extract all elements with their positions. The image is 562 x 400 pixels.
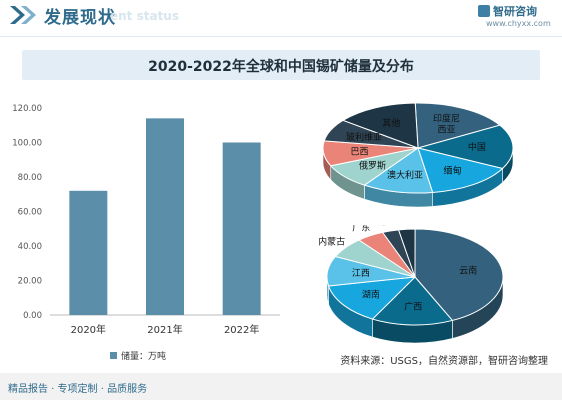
pie-slice [397, 228, 416, 278]
bar-chart: 0.00 20.00 40.00 60.00 80.00 100.00 120.00 2020… [12, 104, 280, 362]
legend-swatch [110, 352, 117, 359]
y-tick-label: 60.00 [18, 208, 42, 218]
header-divider [0, 36, 562, 37]
pie-label: 湖南 [362, 288, 380, 300]
brand-url: www.chyxx.com [486, 19, 551, 28]
footer: 精品报告 · 专项定制 · 品质服务 资料来源：USGS，自然资源部，智研咨询整… [0, 356, 562, 400]
y-tick-label: 0.00 [23, 311, 42, 321]
pie-label: 其他 [382, 117, 400, 129]
y-tick-label: 120.00 [12, 104, 42, 114]
x-tick-label: 2021年 [147, 323, 182, 336]
section-subtitle: ent status [110, 9, 179, 23]
pie-slice [363, 147, 434, 194]
pie-label: 其他 [396, 225, 414, 226]
y-tick-label: 100.00 [12, 139, 42, 149]
pie-slice [417, 147, 504, 193]
bar [222, 142, 261, 315]
pie-slice [414, 102, 501, 149]
chart-title: 2020-2022年全球和中国锡矿储量及分布 [148, 59, 414, 75]
x-tick-label: 2022年 [224, 323, 259, 336]
brand-logo-icon [478, 5, 490, 17]
pie-slice [371, 276, 454, 326]
bar [146, 118, 184, 315]
chart-title-band: 2020-2022年全球和中国锡矿储量及分布 [22, 50, 540, 80]
pie-label: 玻利维亚 [346, 131, 382, 143]
pie-label: 俄罗斯 [359, 160, 386, 172]
pie-slice [341, 102, 419, 149]
y-tick-label: 80.00 [18, 173, 42, 183]
pie-label: 印度尼西亚 [433, 113, 460, 136]
pie-slice [414, 228, 504, 322]
pie-slice [327, 276, 417, 320]
pie-slice [416, 124, 514, 170]
pie-label: 广东 [352, 225, 370, 233]
pie-label: 巴西 [351, 146, 369, 157]
double-chevron-icon [10, 6, 36, 24]
pie-label: 江西 [352, 268, 370, 279]
section-title: 发展现状 [44, 8, 116, 28]
y-tick-label: 20.00 [18, 277, 42, 287]
header: 发展现状 ent status 智研咨询 www.chyxx.com [0, 0, 562, 37]
pie-label: 广西 [404, 301, 422, 313]
pie-label: 缅甸 [444, 165, 462, 177]
data-source: 资料来源：USGS，自然资源部，智研咨询整理 [340, 356, 548, 367]
pie-label: 澳大利亚 [387, 169, 423, 181]
pie-label: 新疆 [377, 225, 395, 228]
x-tick-label: 2020年 [71, 323, 106, 336]
pie-label: 中国 [468, 141, 486, 153]
bar [69, 190, 108, 315]
legend-label: 储量：万吨 [121, 350, 166, 362]
footer-slogan: 精品报告 · 专项定制 · 品质服务 [8, 384, 148, 395]
pie-label: 云南 [459, 265, 477, 277]
y-tick-label: 40.00 [18, 242, 42, 252]
pie-label: 内蒙古 [318, 236, 345, 248]
brand-name: 智研咨询 [493, 5, 537, 18]
